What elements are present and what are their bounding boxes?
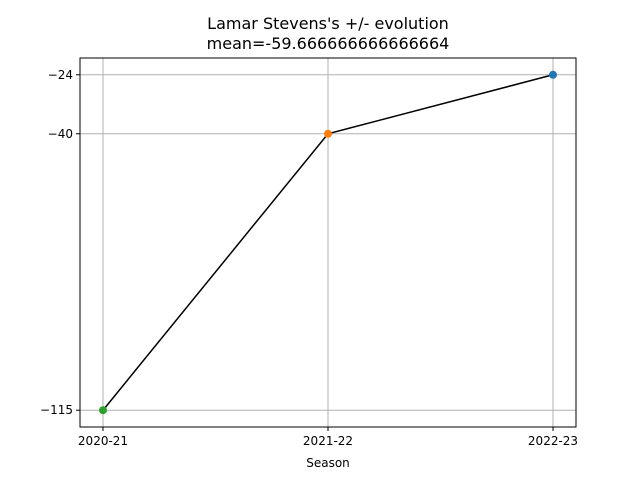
x-tick-label: 2021-22 xyxy=(303,434,353,448)
x-tick-label: 2022-23 xyxy=(528,434,578,448)
data-point xyxy=(324,129,332,138)
grid-layer xyxy=(80,58,576,427)
data-point xyxy=(549,70,557,79)
y-tick-label: −24 xyxy=(48,68,73,82)
x-axis-label: Season xyxy=(306,456,350,470)
tick-layer: 2020-21 2021-22 2022-23 −115 −40 −24 xyxy=(40,68,578,448)
y-tick-label: −115 xyxy=(40,403,73,417)
data-point xyxy=(99,406,107,415)
data-point-layer xyxy=(99,70,557,415)
chart-title: Lamar Stevens's +/- evolution xyxy=(207,14,449,33)
x-tick-label: 2020-21 xyxy=(78,434,128,448)
chart-subtitle: mean=-59.666666666666664 xyxy=(207,34,450,53)
y-tick-label: −40 xyxy=(48,127,73,141)
